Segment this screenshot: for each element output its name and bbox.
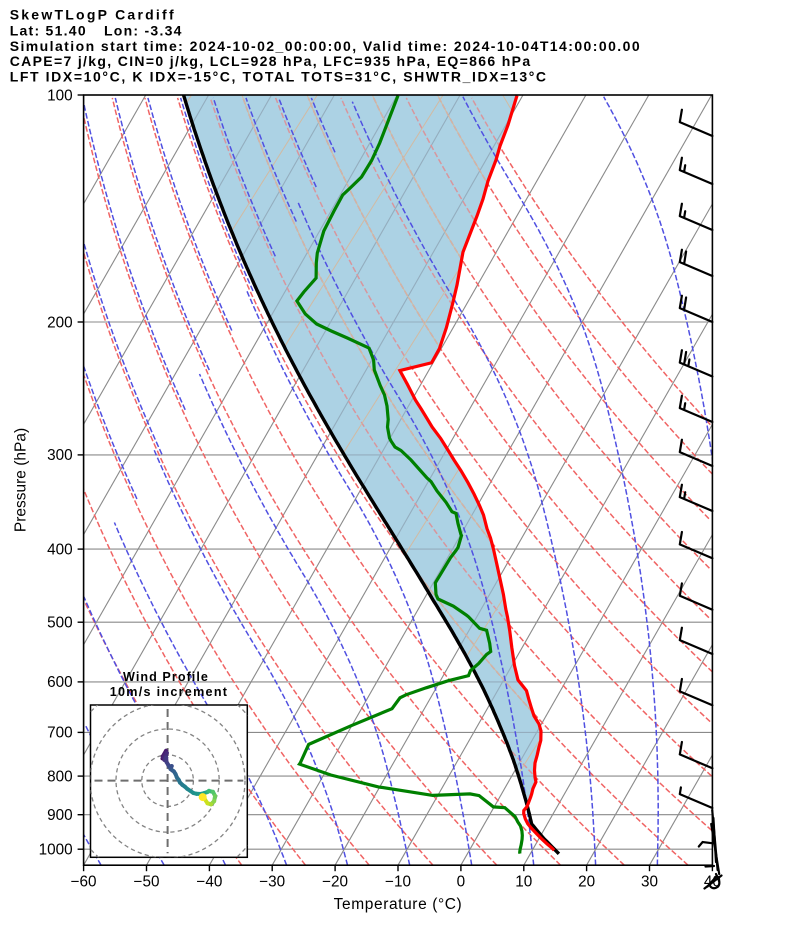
- svg-text:Pressure (hPa): Pressure (hPa): [13, 428, 30, 532]
- svg-text:−20: −20: [322, 874, 348, 891]
- svg-text:10: 10: [515, 874, 532, 891]
- svg-text:400: 400: [47, 541, 73, 558]
- svg-text:−50: −50: [134, 874, 160, 891]
- svg-text:30: 30: [641, 874, 658, 891]
- svg-text:−10: −10: [385, 874, 411, 891]
- svg-text:−30: −30: [259, 874, 285, 891]
- svg-text:SkewTLogP Cardiff: SkewTLogP Cardiff: [10, 6, 176, 22]
- svg-text:600: 600: [47, 674, 73, 691]
- svg-text:800: 800: [47, 768, 73, 785]
- svg-text:Lon: -3.34: Lon: -3.34: [104, 22, 183, 38]
- svg-text:900: 900: [47, 807, 73, 824]
- svg-text:200: 200: [47, 314, 73, 331]
- svg-text:Temperature (°C): Temperature (°C): [334, 896, 463, 913]
- svg-text:0: 0: [457, 874, 466, 891]
- svg-text:−60: −60: [71, 874, 97, 891]
- svg-text:Simulation start time: 2024-10: Simulation start time: 2024-10-02_00:00:…: [10, 38, 641, 54]
- svg-text:Wind Profile: Wind Profile: [123, 670, 209, 684]
- svg-text:LFT IDX=10°C, K IDX=-15°C, TOT: LFT IDX=10°C, K IDX=-15°C, TOTAL TOTS=31…: [10, 68, 548, 84]
- svg-text:20: 20: [578, 874, 595, 891]
- svg-text:Lat: 51.40: Lat: 51.40: [10, 22, 87, 38]
- svg-text:−40: −40: [196, 874, 222, 891]
- svg-text:300: 300: [47, 447, 73, 464]
- svg-text:100: 100: [47, 87, 73, 104]
- svg-text:10m/s increment: 10m/s increment: [110, 685, 229, 699]
- svg-text:CAPE=7 j/kg, CIN=0 j/kg, LCL=9: CAPE=7 j/kg, CIN=0 j/kg, LCL=928 hPa, LF…: [10, 53, 532, 69]
- svg-text:500: 500: [47, 615, 73, 632]
- svg-text:700: 700: [47, 725, 73, 742]
- svg-text:1000: 1000: [39, 842, 73, 859]
- svg-text:40: 40: [704, 874, 721, 891]
